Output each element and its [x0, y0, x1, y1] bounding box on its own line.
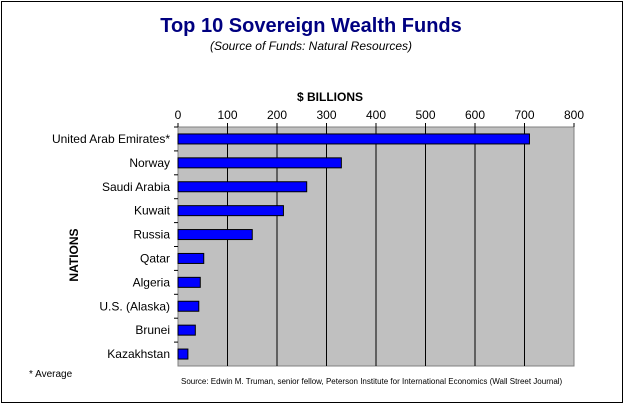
bar	[177, 348, 189, 360]
x-tick-label: 500	[415, 108, 435, 122]
bar	[177, 205, 284, 217]
x-tick-label: 700	[514, 108, 534, 122]
bar	[177, 300, 200, 312]
y-tick-label: Kuwait	[134, 204, 171, 218]
y-tick-label: Brunei	[135, 323, 170, 337]
bar	[177, 324, 196, 336]
y-tick-label: Norway	[129, 156, 170, 170]
chart-subtitle: (Source of Funds: Natural Resources)	[209, 39, 413, 53]
x-ticks: 0 100 200 300 400 500 600 700 800	[175, 108, 584, 127]
bar	[177, 133, 530, 145]
x-tick-label: 100	[217, 108, 237, 122]
y-tick-label: Qatar	[140, 251, 170, 265]
x-tick-label: 400	[366, 108, 386, 122]
y-tick-label: Saudi Arabia	[102, 180, 170, 194]
bar	[177, 276, 201, 288]
y-ticks: United Arab Emirates* Norway Saudi Arabia K…	[52, 126, 178, 361]
x-tick-label: 800	[564, 108, 584, 122]
bar	[177, 157, 342, 169]
chart-title: Top 10 Sovereign Wealth Funds	[160, 15, 462, 37]
y-axis-label: NATIONS	[67, 228, 81, 281]
x-tick-label: 200	[267, 108, 287, 122]
y-tick-label: United Arab Emirates*	[52, 132, 170, 146]
y-tick-label: Russia	[133, 228, 170, 242]
x-axis-label: $ BILLIONS	[297, 90, 363, 104]
bars	[177, 133, 530, 360]
bar	[177, 252, 205, 264]
y-tick-label: U.S. (Alaska)	[99, 299, 170, 313]
y-tick-label: Kazakhstan	[107, 347, 170, 361]
x-tick-label: 600	[465, 108, 485, 122]
bar	[177, 181, 308, 193]
y-tick-label: Algeria	[133, 275, 171, 289]
x-tick-label: 300	[316, 108, 336, 122]
footnote: * Average	[29, 369, 73, 380]
source-note: Source: Edwin M. Truman, senior fellow, …	[181, 377, 563, 386]
x-tick-label: 0	[175, 108, 182, 122]
bar	[177, 229, 253, 241]
